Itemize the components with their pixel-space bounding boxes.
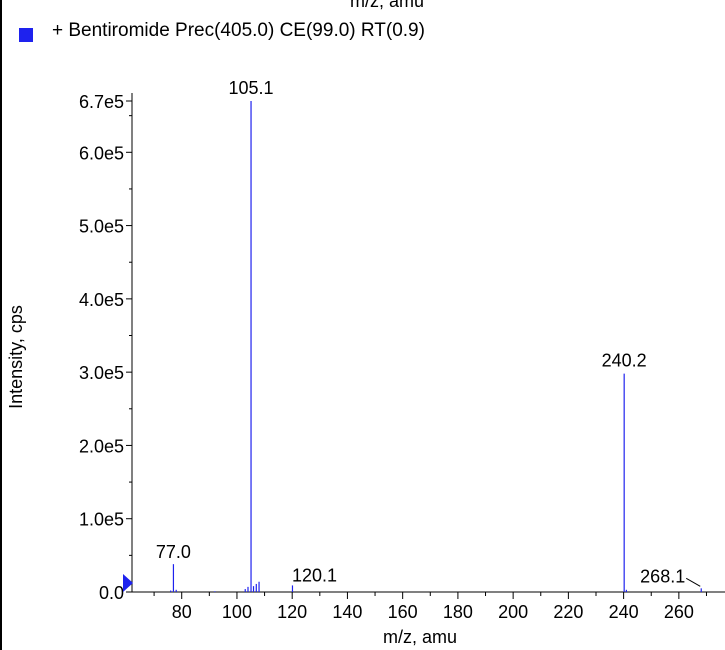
x-tick-label: 140 xyxy=(332,602,362,622)
x-tick-label: 200 xyxy=(498,602,528,622)
x-tick-label: 80 xyxy=(172,602,192,622)
y-tick-label: 2.0e5 xyxy=(79,436,124,456)
x-tick-label: 180 xyxy=(443,602,473,622)
y-tick-label: 6.7e5 xyxy=(79,92,124,112)
peak-label-leader xyxy=(685,577,701,587)
axes: 0.0 1.0e5 2.0e5 3.0e5 4.0e5 5.0e5 6.0e5 6.7e5 80… xyxy=(79,92,725,622)
y-tick-label: 3.0e5 xyxy=(79,363,124,383)
peak-label: 268.1 xyxy=(640,566,685,586)
x-tick-label: 160 xyxy=(388,602,418,622)
y-tick-label: 5.0e5 xyxy=(79,217,124,237)
x-tick-label: 220 xyxy=(553,602,583,622)
y-tick-label: 1.0e5 xyxy=(79,510,124,530)
peaks xyxy=(170,101,702,592)
previous-plot-x-axis-label: m/z, amu xyxy=(350,0,425,11)
peak-labels: 105.1 240.2 77.0 120.1 268.1 xyxy=(156,78,701,587)
y-axis-label: Intensity, cps xyxy=(6,305,26,409)
x-axis-label: m/z, amu xyxy=(383,627,457,647)
peak-label: 105.1 xyxy=(229,78,274,98)
panel-left-border xyxy=(0,0,2,650)
legend-swatch[interactable] xyxy=(19,28,33,42)
y-tick-label: 6.0e5 xyxy=(79,143,124,163)
y-tick-label: 0.0 xyxy=(99,583,124,603)
x-tick-label: 260 xyxy=(664,602,694,622)
x-tick-label: 120 xyxy=(277,602,307,622)
x-tick-label: 240 xyxy=(609,602,639,622)
peak-label: 240.2 xyxy=(602,351,647,371)
legend-label: + Bentiromide Prec(405.0) CE(99.0) RT(0.… xyxy=(52,20,425,41)
y-tick-label: 4.0e5 xyxy=(79,290,124,310)
retention-marker-icon[interactable] xyxy=(123,574,133,592)
x-tick-label: 100 xyxy=(222,602,252,622)
peak-label: 77.0 xyxy=(156,542,191,562)
peak-label: 120.1 xyxy=(292,565,337,585)
